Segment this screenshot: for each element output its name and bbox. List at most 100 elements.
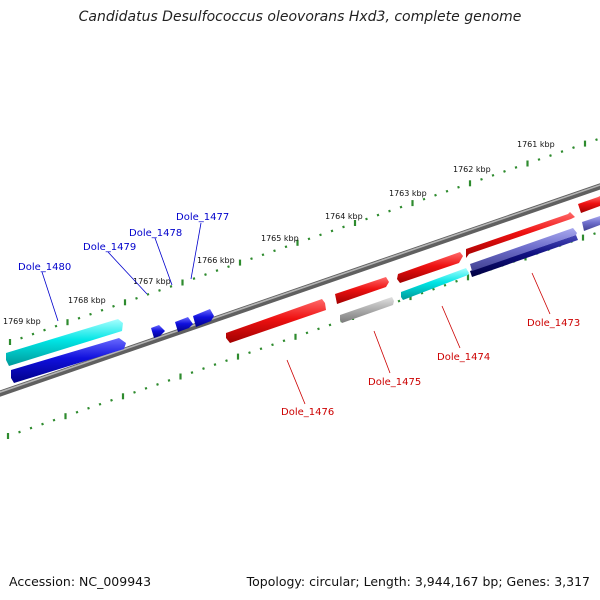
gene-label-dole-1477[interactable]: Dole_1477	[176, 212, 229, 223]
inner-ruler-minor-tick	[305, 331, 309, 335]
gene-label-dole-1476[interactable]: Dole_1476	[281, 407, 334, 418]
inner-ruler-minor-tick	[213, 363, 217, 366]
inner-ruler-minor-tick	[75, 410, 79, 414]
gene-label-dole-1478[interactable]: Dole_1478	[129, 228, 182, 239]
inner-ruler-minor-tick	[317, 327, 320, 331]
gene-label-dole-1473[interactable]: Dole_1473	[527, 318, 580, 329]
outer-ruler-minor-tick	[572, 146, 575, 150]
outer-ruler-minor-tick	[20, 336, 23, 340]
outer-ruler-minor-tick	[365, 217, 368, 221]
tick-label-1767: 1767 kbp	[133, 277, 171, 286]
leader-dole-1478	[154, 237, 173, 286]
outer-ruler-minor-tick	[54, 324, 58, 328]
tick-label-1763: 1763 kbp	[389, 189, 427, 198]
inner-ruler-minor-tick	[41, 422, 44, 426]
accession-text: Accession: NC_009943	[9, 574, 152, 589]
gene-label-dole-1475[interactable]: Dole_1475	[368, 377, 421, 388]
gene-arrow-blue[interactable]	[193, 309, 214, 327]
inner-ruler-minor-tick	[87, 406, 90, 410]
gene-labels: Dole_1480 Dole_1479 Dole_1478 Dole_1477 …	[18, 212, 580, 418]
tick-label-1764: 1764 kbp	[325, 212, 363, 221]
outer-ruler-minor-tick	[192, 277, 196, 280]
outer-ruler-minor-tick	[89, 312, 92, 316]
gene-arrow-navy[interactable]	[470, 235, 578, 277]
outer-ruler-minor-tick	[491, 173, 495, 177]
inner-ruler-minor-tick	[397, 299, 401, 303]
inner-ruler-minor-tick	[282, 339, 286, 343]
inner-ruler-minor-tick	[593, 232, 596, 236]
gene-arrow-gray[interactable]	[340, 297, 394, 323]
outer-ruler-minor-tick	[77, 316, 81, 320]
gene-arrow-blue[interactable]	[175, 317, 193, 332]
gene-arrow-blue[interactable]	[151, 325, 165, 338]
gene-arrow-red[interactable]	[578, 196, 600, 213]
inner-ruler-minor-tick	[52, 418, 56, 422]
outer-ruler-minor-tick	[204, 273, 207, 276]
inner-ruler-minor-tick	[18, 430, 21, 434]
outer-tick-ruler	[8, 138, 598, 345]
gene-label-leaders	[41, 222, 551, 405]
outer-ruler-minor-tick	[215, 269, 219, 272]
outer-ruler-minor-tick	[549, 154, 552, 157]
inner-ruler-minor-tick	[29, 426, 33, 430]
gene-label-dole-1474[interactable]: Dole_1474	[437, 352, 490, 363]
inner-ruler-minor-tick	[420, 291, 424, 295]
inner-ruler-minor-tick	[455, 279, 458, 283]
outer-ruler-minor-tick	[376, 213, 380, 217]
gene-arrow-red[interactable]	[335, 277, 389, 304]
tick-label-1766: 1766 kbp	[197, 256, 235, 265]
gene-arrow-slate[interactable]	[582, 216, 600, 231]
inner-ruler-minor-tick	[167, 379, 171, 382]
inner-ruler-minor-tick	[156, 383, 159, 386]
inner-ruler-minor-tick	[144, 386, 148, 390]
gene-arrow-red[interactable]	[397, 252, 463, 283]
outer-ruler-minor-tick	[227, 265, 230, 269]
outer-ruler-minor-tick	[261, 253, 265, 257]
inner-ruler-minor-tick	[190, 371, 194, 374]
inner-ruler-minor-tick	[328, 323, 332, 327]
inner-ruler-minor-tick	[443, 283, 447, 287]
outer-ruler-minor-tick	[457, 185, 460, 189]
outer-ruler-minor-tick	[595, 138, 598, 142]
inner-ruler-minor-tick	[202, 367, 205, 370]
leader-dole-1479	[107, 251, 148, 295]
outer-ruler-minor-tick	[560, 150, 564, 153]
outer-ruler-minor-tick	[100, 308, 104, 312]
tick-label-1765: 1765 kbp	[261, 234, 299, 243]
outer-ruler-minor-tick	[480, 177, 483, 181]
leader-dole-1473	[531, 272, 551, 315]
outer-ruler-minor-tick	[388, 209, 391, 213]
tick-label-1768: 1768 kbp	[68, 296, 106, 305]
gene-label-dole-1479[interactable]: Dole_1479	[83, 242, 136, 253]
leader-dole-1476	[286, 359, 306, 405]
gene-arrow-cyan[interactable]	[401, 268, 469, 300]
outer-ruler-minor-tick	[135, 296, 138, 300]
inner-ruler-minor-tick	[259, 347, 263, 351]
outer-ruler-minor-tick	[158, 289, 161, 292]
outer-ruler-minor-tick	[503, 169, 506, 173]
gene-arrow-red[interactable]	[226, 299, 326, 343]
gene-arrow-slate[interactable]	[470, 228, 577, 271]
outer-ruler-minor-tick	[43, 328, 46, 332]
outer-ruler-minor-tick	[422, 197, 426, 201]
kbp-tick-labels: 1761 kbp 1762 kbp 1763 kbp 1764 kbp 1765…	[3, 140, 555, 326]
forward-strand-genes	[151, 196, 600, 343]
outer-ruler-minor-tick	[399, 205, 403, 209]
inner-ruler-minor-tick	[248, 351, 251, 355]
gene-arrow-blue[interactable]	[11, 338, 126, 383]
outer-ruler-minor-tick	[330, 229, 334, 233]
tick-label-1762: 1762 kbp	[453, 165, 491, 174]
outer-ruler-minor-tick	[169, 285, 173, 288]
gene-label-dole-1480[interactable]: Dole_1480	[18, 262, 71, 273]
outer-ruler-minor-tick	[284, 245, 288, 249]
reverse-strand-genes	[6, 228, 578, 383]
inner-ruler-minor-tick	[432, 287, 435, 291]
gene-arrow-red[interactable]	[466, 212, 575, 258]
outer-ruler-minor-tick	[514, 166, 518, 169]
tick-label-1769: 1769 kbp	[3, 317, 41, 326]
inner-ruler-minor-tick	[271, 343, 274, 347]
gene-arrow-cyan[interactable]	[6, 319, 123, 366]
outer-ruler-minor-tick	[250, 257, 253, 261]
inner-ruler-minor-tick	[133, 390, 136, 394]
